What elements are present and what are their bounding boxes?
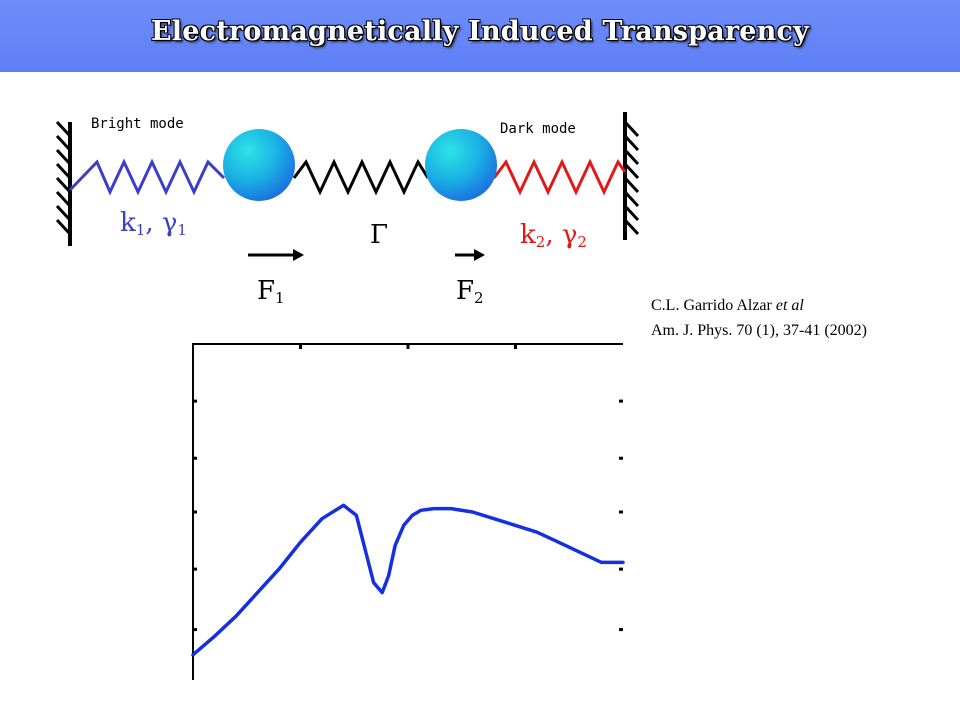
citation: C.L. Garrido Alzar et al Am. J. Phys. 70… <box>651 293 867 343</box>
dark-mode-label: Dark mode <box>500 121 576 137</box>
right-wall <box>623 112 640 240</box>
transmission-curve <box>191 503 625 657</box>
bright-spring-params: k1, γ1 <box>120 208 187 239</box>
plot-axes <box>192 343 623 680</box>
bright-mass <box>223 129 295 201</box>
bright-mode-label: Bright mode <box>91 116 184 132</box>
gamma1-subscript: 1 <box>177 221 187 239</box>
plot <box>191 343 625 680</box>
left-wall <box>55 120 72 246</box>
citation-reference: Am. J. Phys. 70 (1), 37-41 (2002) <box>651 322 867 339</box>
slide-title: Electromagnetically Induced Transparency <box>150 16 810 47</box>
force-2-label: F2 <box>456 276 484 307</box>
dark-mass <box>425 129 497 201</box>
k1-symbol: k <box>120 208 136 238</box>
header-bar <box>0 0 960 72</box>
force-1-subscript: 1 <box>275 289 285 307</box>
dark-spring-params: k2, γ2 <box>520 220 587 251</box>
force-arrow-2 <box>455 249 485 261</box>
gamma2-subscript: 2 <box>577 233 587 251</box>
gamma1-symbol: γ <box>161 208 178 238</box>
force-1-symbol: F <box>257 276 276 306</box>
citation-authors: C.L. Garrido Alzar <box>651 297 776 314</box>
plot-ticks <box>193 344 623 632</box>
k2-symbol: k <box>520 220 536 250</box>
citation-etal: et al <box>775 297 804 314</box>
coupling-spring <box>292 158 430 196</box>
k1-separator: , <box>145 208 162 238</box>
force-2-symbol: F <box>456 276 475 306</box>
dark-mode-spring <box>492 158 627 196</box>
gamma2-symbol: γ <box>561 220 578 250</box>
citation-authors-line: C.L. Garrido Alzar et al <box>651 293 867 318</box>
bright-mode-spring <box>68 158 226 196</box>
k2-subscript: 2 <box>535 233 546 251</box>
force-1-label: F1 <box>257 276 285 307</box>
k1-subscript: 1 <box>135 221 146 239</box>
coupling-label: Γ <box>370 220 389 250</box>
k2-separator: , <box>545 220 562 250</box>
force-arrow-1 <box>248 249 304 261</box>
force-2-subscript: 2 <box>474 289 484 307</box>
